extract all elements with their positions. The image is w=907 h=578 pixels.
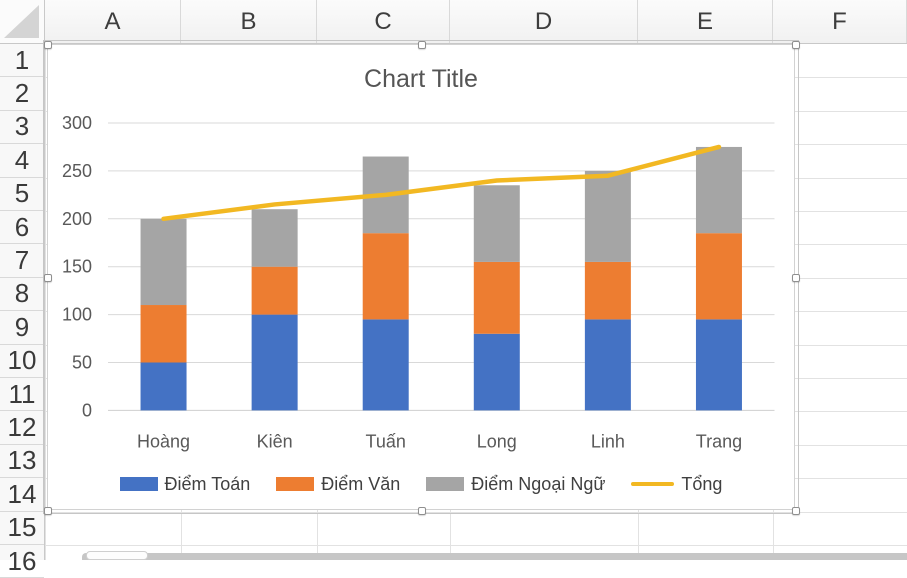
bar-segment-Kiên-Điểm Văn[interactable]: [251, 266, 298, 315]
chart-selection-handle-6[interactable]: [418, 507, 426, 515]
chart-selection-handle-0[interactable]: [44, 41, 52, 49]
y-axis-tick-label-200[interactable]: 200: [62, 209, 92, 229]
bar-segment-Linh-Điểm Văn[interactable]: [584, 261, 631, 320]
column-header-B[interactable]: B: [181, 0, 317, 43]
chart-selection-handle-3[interactable]: [44, 274, 52, 282]
legend-label: Điểm Ngoại Ngữ: [471, 473, 606, 494]
row-header-1[interactable]: 1: [0, 44, 44, 78]
row-header-4[interactable]: 4: [0, 144, 44, 178]
y-axis-tick-label-50[interactable]: 50: [72, 353, 92, 373]
sheet-gridline-horizontal: [45, 511, 907, 513]
y-axis-tick-label-150[interactable]: 150: [62, 257, 92, 277]
chart-selection-handle-1[interactable]: [418, 41, 426, 49]
legend-label: Điểm Văn: [321, 473, 401, 494]
row-header-12[interactable]: 12: [0, 411, 44, 445]
sheet-gridline-vertical: [45, 44, 46, 560]
row-header-3[interactable]: 3: [0, 111, 44, 145]
bar-segment-Linh-Điểm Toán[interactable]: [584, 319, 631, 411]
sheet-gridline-horizontal: [45, 545, 907, 546]
row-header-11[interactable]: 11: [0, 378, 44, 412]
bar-segment-Trang-Điểm Văn[interactable]: [695, 233, 742, 320]
legend-item-Điểm Toán[interactable]: Điểm Toán: [119, 473, 251, 495]
row-header-6[interactable]: 6: [0, 211, 44, 245]
legend-item-Tổng[interactable]: Tổng: [631, 474, 722, 495]
bar-segment-Trang-Điểm Ngoại Ngữ[interactable]: [695, 146, 742, 234]
legend-swatch-Điểm Ngoại Ngữ: [426, 477, 465, 491]
column-header-D[interactable]: D: [450, 0, 638, 43]
legend-label: Điểm Toán: [164, 473, 251, 494]
row-header-13[interactable]: 13: [0, 445, 44, 479]
bar-segment-Long-Điểm Ngoại Ngữ[interactable]: [473, 185, 520, 262]
row-header-8[interactable]: 8: [0, 278, 44, 312]
select-all-corner[interactable]: [0, 0, 45, 43]
legend-item-Điểm Văn[interactable]: Điểm Văn: [276, 474, 400, 495]
bar-segment-Kiên-Điểm Toán[interactable]: [251, 314, 298, 411]
row-header-14[interactable]: 14: [0, 478, 44, 512]
chart-canvas: 0 50 100 150 200 250 300 Hoàng Kiên Tuấn Long Linh T…: [62, 113, 775, 451]
row-header-9[interactable]: 9: [0, 311, 44, 345]
bar-segment-Hoàng-Điểm Toán[interactable]: [140, 362, 187, 411]
bar-segment-Long-Điểm Toán[interactable]: [473, 333, 520, 411]
chart-selection-handle-5[interactable]: [44, 507, 52, 515]
embedded-chart[interactable]: Chart Title 0 50 100 150 200 250 300 Hoàng Kiên T…: [43, 40, 800, 515]
row-header-16[interactable]: 16: [0, 545, 44, 578]
chart-selection-handle-4[interactable]: [792, 274, 800, 282]
row-header-column: [0, 44, 45, 560]
y-axis-tick-label-100[interactable]: 100: [62, 305, 92, 325]
row-header-15[interactable]: 15: [0, 512, 44, 545]
y-axis-tick-label-0[interactable]: 0: [82, 400, 92, 420]
row-header-2[interactable]: 2: [0, 77, 44, 111]
legend-swatch-Tổng: [631, 482, 675, 486]
legend-label: Tổng: [681, 473, 723, 494]
line-series-Tổng[interactable]: [161, 144, 722, 222]
chart-selection-handle-2[interactable]: [792, 41, 800, 49]
x-axis-category-label-Linh[interactable]: Linh: [591, 431, 625, 451]
column-header-E[interactable]: E: [638, 0, 773, 43]
bar-segment-Linh-Điểm Ngoại Ngữ[interactable]: [584, 170, 631, 262]
row-header-7[interactable]: 7: [0, 244, 44, 278]
legend-swatch-Điểm Toán: [119, 477, 158, 491]
row-header-5[interactable]: 5: [0, 178, 44, 211]
y-axis-tick-label-300[interactable]: 300: [62, 113, 92, 133]
bar-segment-Hoàng-Điểm Văn[interactable]: [140, 305, 187, 363]
legend-swatch-Điểm Văn: [276, 477, 315, 491]
chart-selection-handle-7[interactable]: [792, 507, 800, 515]
y-axis-tick-label-250[interactable]: 250: [62, 161, 92, 181]
x-axis-category-label-Tuấn[interactable]: Tuấn: [366, 431, 406, 451]
bar-segment-Long-Điểm Văn[interactable]: [473, 261, 520, 334]
bar-segment-Kiên-Điểm Ngoại Ngữ[interactable]: [251, 209, 298, 267]
x-axis-category-label-Trang[interactable]: Trang: [696, 431, 742, 451]
bar-segment-Hoàng-Điểm Ngoại Ngữ[interactable]: [140, 218, 187, 306]
column-header-C[interactable]: C: [317, 0, 450, 43]
x-axis-category-label-Long[interactable]: Long: [477, 431, 517, 451]
x-axis-category-label-Kiên[interactable]: Kiên: [257, 431, 293, 451]
select-all-triangle-icon: [4, 5, 39, 38]
x-axis-category-label-Hoàng[interactable]: Hoàng: [137, 431, 190, 451]
horizontal-scrollbar-thumb[interactable]: [86, 551, 148, 560]
chart-title[interactable]: Chart Title: [364, 65, 478, 93]
bar-segment-Trang-Điểm Toán[interactable]: [695, 319, 742, 411]
column-header-A[interactable]: A: [45, 0, 181, 43]
bar-segment-Tuấn-Điểm Văn[interactable]: [362, 233, 409, 320]
chart-legend[interactable]: Điểm Toán Điểm Văn Điểm Ngoại Ngữ Tổng: [48, 474, 794, 494]
legend-item-Điểm Ngoại Ngữ[interactable]: Điểm Ngoại Ngữ: [426, 474, 605, 495]
horizontal-scrollbar-track[interactable]: [82, 551, 907, 560]
bar-segment-Tuấn-Điểm Toán[interactable]: [362, 319, 409, 411]
column-header-F[interactable]: F: [773, 0, 907, 43]
row-header-10[interactable]: 10: [0, 345, 44, 378]
